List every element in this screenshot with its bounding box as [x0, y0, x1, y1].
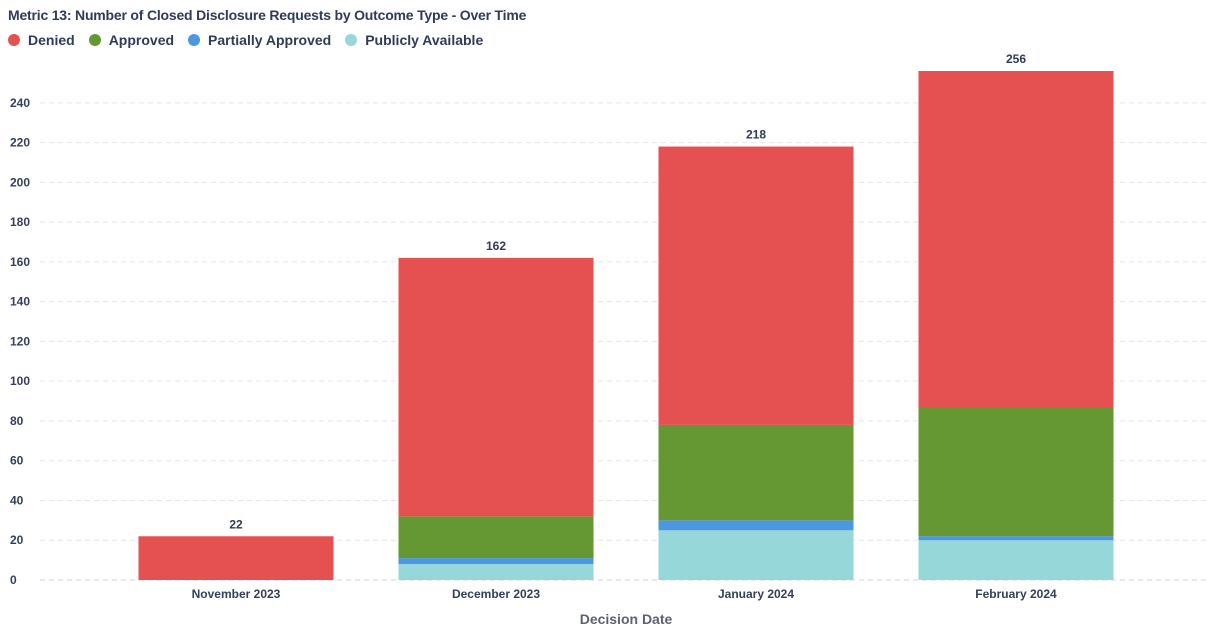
bar-total-label-november-2023: 22 [229, 517, 243, 531]
legend-label-approved: Approved [108, 32, 175, 48]
legend-swatch-denied [8, 34, 20, 46]
y-tick-label-100: 100 [10, 374, 30, 388]
bar-publicly-available-february-2024[interactable] [918, 540, 1114, 580]
x-tick-label-december-2023: December 2023 [452, 587, 540, 601]
x-tick-label-november-2023: November 2023 [192, 587, 281, 601]
y-tick-label-40: 40 [10, 493, 24, 507]
y-tick-label-240: 240 [10, 96, 30, 110]
bar-publicly-available-december-2023[interactable] [398, 564, 594, 580]
bar-denied-december-2023[interactable] [398, 257, 594, 517]
bar-denied-february-2024[interactable] [918, 71, 1114, 408]
y-tick-label-60: 60 [10, 454, 24, 468]
y-tick-label-200: 200 [10, 175, 30, 189]
legend-item-publicly-available[interactable]: Publicly Available [345, 32, 483, 48]
bar-partially-approved-december-2023[interactable] [398, 558, 594, 565]
bar-publicly-available-january-2024[interactable] [658, 530, 854, 580]
y-tick-label-120: 120 [10, 334, 30, 348]
legend-swatch-approved [88, 34, 101, 46]
bar-partially-approved-january-2024[interactable] [658, 520, 854, 531]
bar-approved-february-2024[interactable] [918, 407, 1114, 537]
bar-approved-december-2023[interactable] [398, 516, 594, 559]
x-axis-title: Decision Date [580, 611, 673, 626]
legend-label-partially-approved: Partially Approved [208, 32, 332, 48]
y-tick-label-80: 80 [10, 414, 24, 428]
bar-total-label-december-2023: 162 [486, 239, 506, 253]
legend-swatch-partially-approved [188, 34, 201, 46]
bar-approved-january-2024[interactable] [658, 424, 854, 521]
legend-item-partially-approved[interactable]: Partially Approved [188, 32, 331, 48]
bar-partially-approved-february-2024[interactable] [918, 536, 1114, 541]
y-tick-label-180: 180 [10, 215, 30, 229]
legend-item-approved[interactable]: Approved [88, 32, 175, 48]
x-tick-label-january-2024: January 2024 [718, 587, 794, 601]
x-tick-label-february-2024: February 2024 [975, 587, 1057, 601]
bar-total-label-february-2024: 256 [1006, 52, 1026, 66]
chart-legend: Denied Approved Partially Approved Publi… [8, 32, 497, 48]
legend-label-denied: Denied [28, 32, 75, 48]
y-tick-label-0: 0 [10, 573, 17, 587]
legend-item-denied[interactable]: Denied [8, 32, 75, 48]
bar-denied-january-2024[interactable] [658, 146, 854, 425]
y-tick-label-20: 20 [10, 533, 24, 547]
legend-swatch-publicly-available [345, 34, 358, 46]
legend-label-publicly-available: Publicly Available [365, 32, 484, 48]
bar-denied-november-2023[interactable] [138, 536, 334, 580]
y-tick-label-160: 160 [10, 255, 30, 269]
chart-title: Metric 13: Number of Closed Disclosure R… [8, 7, 527, 23]
y-tick-label-140: 140 [10, 295, 30, 309]
y-tick-label-220: 220 [10, 136, 30, 150]
bar-total-label-january-2024: 218 [746, 128, 766, 142]
